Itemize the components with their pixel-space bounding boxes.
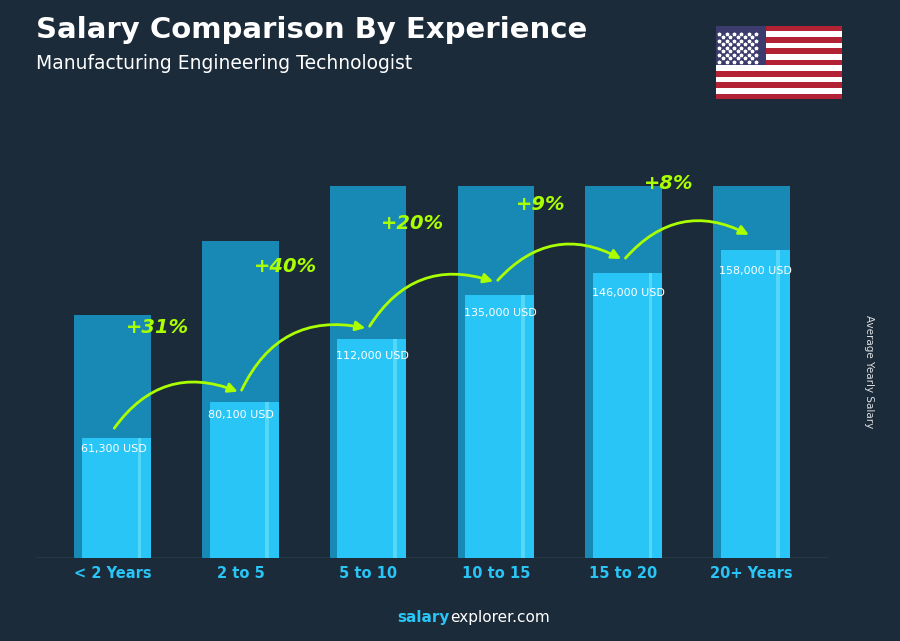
Bar [457,23,535,294]
Bar [716,26,842,31]
Bar [716,26,766,65]
Bar [329,114,407,339]
Text: 61,300 USD: 61,300 USD [81,444,147,454]
Bar [585,264,662,558]
Text: 135,000 USD: 135,000 USD [464,308,536,318]
Bar [75,435,82,558]
Bar [329,333,338,558]
Bar [777,240,780,558]
Text: 112,000 USD: 112,000 USD [337,351,410,361]
Bar [716,60,842,65]
Text: +20%: +20% [382,214,445,233]
Text: Manufacturing Engineering Technologist: Manufacturing Engineering Technologist [36,54,412,74]
Bar [138,435,141,558]
Text: salary: salary [398,610,450,625]
Text: 146,000 USD: 146,000 USD [591,288,664,297]
Bar [521,287,525,558]
Text: 158,000 USD: 158,000 USD [719,265,792,276]
Bar [457,287,465,558]
Bar [713,240,721,558]
Bar [649,264,652,558]
Bar [716,54,842,60]
Bar [457,287,535,558]
Text: explorer.com: explorer.com [450,610,550,625]
Bar [716,94,842,99]
Bar [393,333,397,558]
Bar [585,0,662,273]
Bar [716,71,842,77]
Bar [716,65,842,71]
Bar [716,43,842,48]
Bar [202,240,279,401]
Text: +9%: +9% [516,195,565,214]
Bar [716,37,842,43]
Bar [75,435,151,558]
Bar [585,264,593,558]
Text: Salary Comparison By Experience: Salary Comparison By Experience [36,16,587,44]
Bar [716,88,842,94]
Text: +31%: +31% [126,319,189,337]
Bar [716,48,842,54]
Bar [202,397,279,558]
Bar [266,397,269,558]
Bar [716,31,842,37]
Bar [329,333,407,558]
Bar [713,240,789,558]
Bar [716,77,842,82]
Text: 80,100 USD: 80,100 USD [209,410,274,420]
Text: Average Yearly Salary: Average Yearly Salary [863,315,874,428]
Bar [75,315,151,438]
Text: +40%: +40% [254,257,317,276]
Bar [202,397,210,558]
Bar [713,0,789,250]
Bar [716,82,842,88]
Text: +8%: +8% [644,174,693,193]
